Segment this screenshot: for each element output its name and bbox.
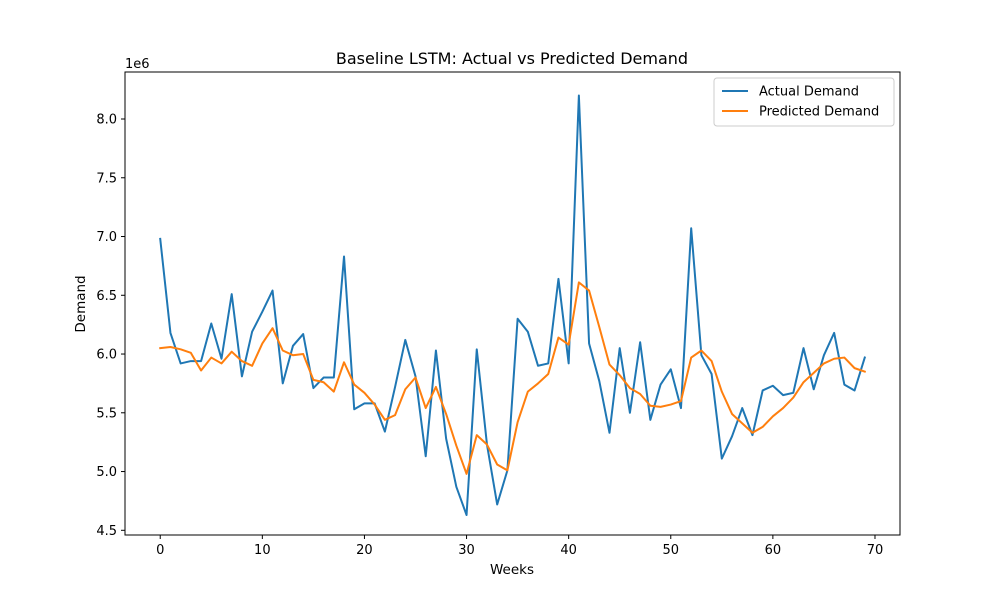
legend-actual-label: Actual Demand [759,85,859,100]
x-tick-label: 0 [156,543,164,558]
x-tick-label: 60 [765,543,782,558]
y-tick-label: 4.5 [96,524,117,539]
y-offset-label: 1e6 [125,57,150,72]
x-tick-label: 40 [560,543,577,558]
y-axis-label: Demand [73,275,89,332]
plot-area [159,94,867,517]
x-tick-label: 70 [867,543,884,558]
y-tick-label: 8.0 [96,113,117,128]
legend: Actual Demand Predicted Demand [713,77,895,127]
plot-frame [124,71,901,536]
x-axis-ticks: 0 10 20 30 40 50 60 70 [156,535,883,558]
y-axis-ticks: 4.5 5.0 5.5 6.0 6.5 7.0 7.5 8.0 [96,113,125,539]
x-tick-label: 30 [458,543,475,558]
chart-title: Baseline LSTM: Actual vs Predicted Deman… [336,49,688,68]
legend-box [713,77,895,127]
y-tick-label: 5.5 [96,406,117,421]
x-tick-label: 50 [662,543,679,558]
y-tick-label: 7.5 [96,171,117,186]
legend-predicted-label: Predicted Demand [759,105,879,120]
x-tick-label: 10 [254,543,271,558]
y-tick-label: 6.0 [96,348,117,363]
y-tick-label: 6.5 [96,289,117,304]
y-tick-label: 5.0 [96,465,117,480]
x-tick-label: 20 [356,543,373,558]
predicted-demand-line [159,281,867,475]
x-axis-label: Weeks [490,562,534,578]
y-tick-label: 7.0 [96,230,117,245]
